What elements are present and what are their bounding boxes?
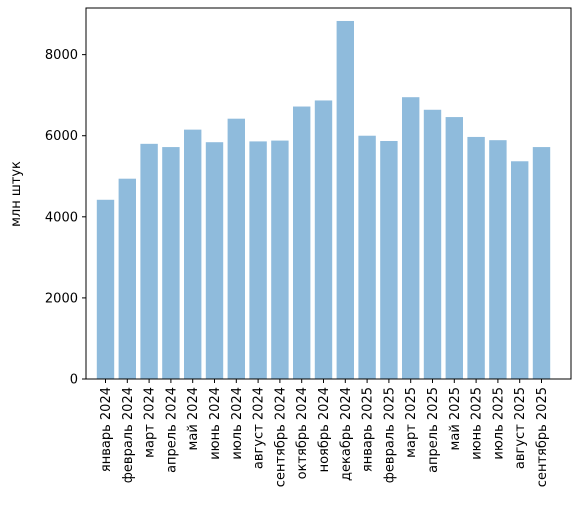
x-tick-label: август 2024 bbox=[252, 387, 267, 469]
y-tick-label: 6000 bbox=[45, 129, 78, 144]
x-tick-label: февраль 2024 bbox=[121, 387, 136, 483]
x-tick-label: март 2025 bbox=[404, 387, 419, 458]
bar bbox=[227, 118, 245, 379]
bar bbox=[205, 142, 224, 379]
bar bbox=[118, 178, 136, 379]
bar bbox=[184, 129, 202, 379]
bar bbox=[380, 140, 398, 379]
x-tick-label: ноябрь 2024 bbox=[317, 387, 332, 472]
bar bbox=[489, 140, 507, 379]
x-tick-label: февраль 2025 bbox=[382, 387, 397, 483]
x-tick-label: май 2024 bbox=[186, 387, 201, 450]
bar bbox=[358, 135, 376, 379]
x-tick-label: июнь 2024 bbox=[208, 387, 223, 460]
y-tick-label: 8000 bbox=[45, 48, 78, 63]
bar bbox=[402, 97, 420, 379]
y-tick-label: 4000 bbox=[45, 210, 78, 225]
x-tick-label: август 2025 bbox=[513, 387, 528, 469]
x-tick-label: апрель 2025 bbox=[426, 387, 441, 473]
plot-frame bbox=[85, 7, 572, 380]
bar bbox=[445, 117, 463, 379]
x-tick-label: июнь 2025 bbox=[470, 387, 485, 460]
bar bbox=[96, 199, 115, 379]
y-axis-title: млн штук bbox=[9, 161, 24, 227]
x-tick-label: сентябрь 2025 bbox=[535, 387, 550, 487]
x-tick-label: январь 2025 bbox=[361, 387, 376, 472]
x-tick-label: сентябрь 2024 bbox=[273, 387, 288, 487]
x-tick-label: июль 2024 bbox=[230, 387, 245, 460]
y-tick-label: 2000 bbox=[45, 291, 78, 306]
bar bbox=[293, 106, 311, 379]
y-axis: 0 2000 4000 6000 8000 bbox=[45, 48, 86, 388]
bar bbox=[314, 100, 333, 379]
x-tick-label: апрель 2024 bbox=[164, 387, 179, 473]
bar bbox=[423, 109, 442, 380]
x-tick-label: октябрь 2024 bbox=[295, 387, 310, 479]
y-tick-label: 0 bbox=[70, 373, 78, 388]
x-tick-label: март 2024 bbox=[143, 387, 158, 458]
bar bbox=[162, 147, 180, 379]
x-tick-label: май 2025 bbox=[448, 387, 463, 450]
bar bbox=[271, 140, 289, 379]
bar bbox=[511, 161, 529, 379]
x-tick-label: июль 2025 bbox=[491, 387, 506, 460]
bars-group bbox=[96, 20, 551, 380]
bar bbox=[467, 136, 485, 379]
bar bbox=[140, 143, 158, 379]
bar bbox=[249, 141, 267, 379]
bar bbox=[532, 147, 551, 379]
bar bbox=[336, 20, 354, 379]
x-tick-label: декабрь 2024 bbox=[339, 387, 354, 481]
x-tick-label: январь 2024 bbox=[99, 387, 114, 472]
x-axis: январь 2024 февраль 2024 март 2024 апрель 2… bbox=[99, 379, 550, 487]
